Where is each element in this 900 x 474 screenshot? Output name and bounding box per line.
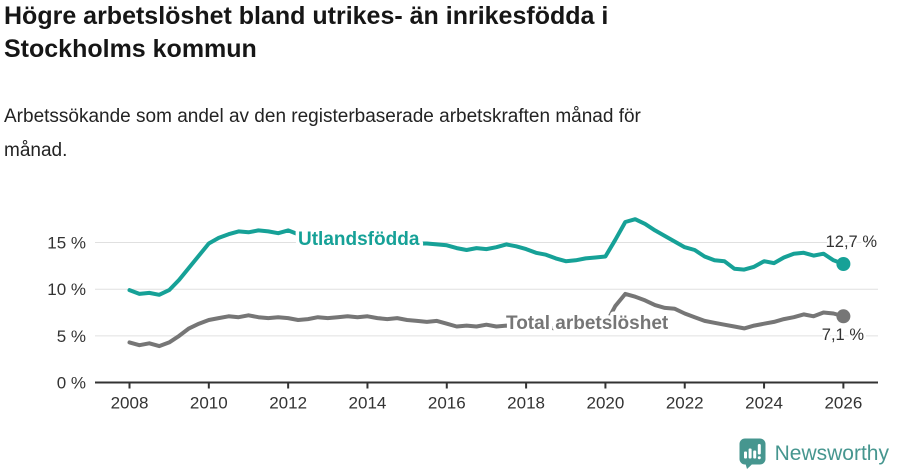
- newsworthy-logo[interactable]: Newsworthy: [739, 438, 889, 469]
- y-tick-label: 15 %: [47, 234, 86, 253]
- title-line-2: Stockholms kommun: [4, 35, 257, 63]
- title-line-1: Högre arbetslöshet bland utrikes- än inr…: [4, 2, 609, 30]
- page-title: Högre arbetslöshet bland utrikes- än inr…: [4, 0, 764, 66]
- x-tick-label: 2020: [587, 394, 625, 413]
- x-tick-label: 2022: [666, 394, 704, 413]
- subtitle-line-2: månad.: [4, 140, 68, 161]
- x-tick-label: 2016: [428, 394, 466, 413]
- chart-canvas: 2008 2010 2012 2014 2016 2018 2020 2022 2024 2026…: [47, 217, 880, 413]
- x-tick-label: 2008: [111, 394, 149, 413]
- newsworthy-bubble-chart-icon: [739, 438, 766, 469]
- series-label-utlandsfodda: Utlandsfödda: [298, 229, 420, 250]
- subtitle-line-1: Arbetssökande som andel av den registerb…: [4, 106, 641, 127]
- y-tick-label: 5 %: [57, 327, 86, 346]
- x-tick-label: 2026: [824, 394, 862, 413]
- x-tick-label: 2012: [269, 394, 307, 413]
- series-endpoint-utlandsfodda: [836, 257, 851, 271]
- x-tick-label: 2018: [507, 394, 545, 413]
- unemployment-line-chart: 2008 2010 2012 2014 2016 2018 2020 2022 2024 2026…: [0, 190, 900, 430]
- end-value-label-total-arbetsloshet: 7,1 %: [822, 326, 865, 344]
- y-tick-label: 10 %: [47, 280, 86, 299]
- brand-name: Newsworthy: [774, 441, 889, 465]
- x-tick-label: 2010: [190, 394, 228, 413]
- series-line-total-arbetsloshet: [127, 291, 846, 349]
- series-label-total-arbetsloshet: Total arbetslöshet: [506, 313, 669, 334]
- end-value-label-utlandsfodda: 12,7 %: [826, 233, 878, 251]
- chart-subtitle: Arbetssökande som andel av den registerb…: [4, 100, 864, 168]
- x-tick-label: 2024: [745, 394, 783, 413]
- series-line-utlandsfodda: [127, 217, 846, 297]
- x-tick-label: 2014: [349, 394, 387, 413]
- y-tick-label: 0 %: [57, 374, 86, 393]
- series-endpoint-total-arbetsloshet: [836, 309, 851, 324]
